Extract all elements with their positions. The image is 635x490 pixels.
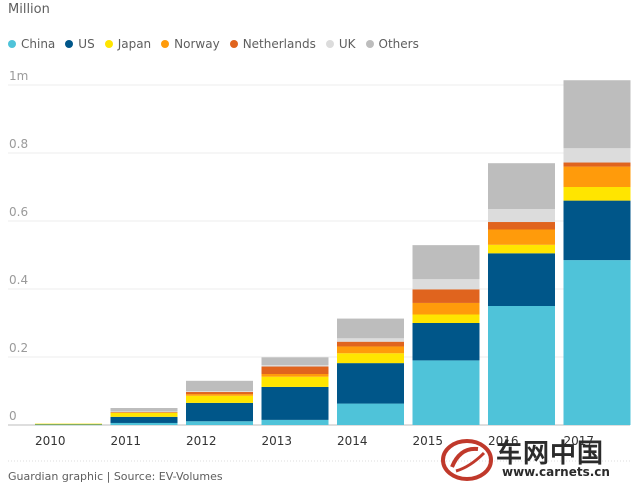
x-tick-label: 2014 [337,434,368,448]
legend-item: Norway [161,37,220,51]
carnets-logo-icon [441,439,493,481]
bar-segment [261,376,329,387]
bar-segment [337,363,404,404]
bar-segment [488,306,555,425]
legend-label: Others [378,37,419,51]
legend-item: Others [365,37,419,51]
source-caption: Guardian graphic | Source: EV-Volumes [8,470,223,483]
x-tick-label: 2017 [564,434,595,448]
bar-segment [186,421,253,425]
watermark-text: 车网中国 [496,439,605,469]
legend-swatch [8,40,16,48]
y-tick-label: 0.6 [9,205,28,219]
y-tick-label: 0.8 [9,137,28,151]
bar-segment [110,411,178,413]
bar-segment [110,416,178,423]
bar-segment [261,386,329,420]
legend-label: US [78,37,95,51]
bar-segment [110,422,178,425]
bar-segment [412,314,480,323]
bar-segment [186,391,253,393]
bar-segment [488,244,555,254]
bar-segment [337,403,404,425]
bar-segment [488,163,555,210]
bar-segment [563,187,631,201]
legend-label: Netherlands [242,37,316,51]
bar-segment [563,80,631,149]
bar-segment [110,412,178,417]
bar-segment [563,166,631,187]
legend-swatch [65,40,74,48]
bar-segment [563,162,631,167]
y-tick-label: 0.4 [9,273,28,287]
bar-segment [35,423,102,425]
bar-segment [412,245,480,280]
bar-segment [186,394,253,396]
bar-segment [337,341,404,347]
bar-segment [186,380,253,391]
bar-segment [337,318,404,339]
bar-segment [261,374,329,377]
bar-segment [186,395,253,403]
bar-segment [563,148,631,163]
legend-item: US [65,37,95,51]
legend-label: Norway [174,37,220,51]
bar-segment [412,302,480,315]
legend-label: UK [338,37,356,51]
y-tick-label: 0.2 [9,341,28,355]
legend-label: Japan [117,37,152,51]
legend-item: Japan [104,37,152,51]
bar-segment [488,229,555,245]
legend-swatch [229,40,238,48]
bar-segment [186,402,253,422]
watermark-url: www.carnets.cn [502,465,610,479]
x-tick-label: 2016 [488,434,519,448]
bar-segment [261,357,329,366]
legend-label: China [21,37,56,51]
legend: China US Japan Norway Netherlands UK Others [8,37,429,51]
bar-segment [261,365,329,367]
legend-swatch [161,40,170,48]
legend-item: China [8,37,55,51]
legend-swatch [325,40,334,48]
bar-segment [186,392,253,395]
bar-segment [412,289,480,303]
legend-item: UK [325,37,356,51]
x-tick-label: 2013 [262,434,293,448]
x-tick-label: 2011 [111,434,142,448]
bar-segment [488,222,555,230]
bar-segment [563,200,631,261]
bar-segment [563,260,631,425]
bar-segment [412,279,480,290]
legend-swatch [104,40,113,48]
x-tick-label: 2012 [186,434,217,448]
x-tick-label: 2015 [413,434,444,448]
bar-segment [261,366,329,374]
bar-segment [337,353,404,364]
y-tick-label: 1m [9,69,28,83]
watermark: 车网中国 www.carnets.cn [440,433,630,485]
legend-swatch [365,40,374,48]
y-tick-label: 0 [9,409,17,423]
bar-segment [412,360,480,425]
bar-segment [337,346,404,354]
bar-segment [488,209,555,223]
bar-segment [412,323,480,361]
legend-item: Netherlands [229,37,316,51]
bar-segment [261,419,329,425]
bar-segment [488,253,555,306]
bar-segment [337,338,404,342]
unit-label: Million [8,2,50,17]
bar-segment [110,408,178,412]
x-tick-label: 2010 [35,434,66,448]
